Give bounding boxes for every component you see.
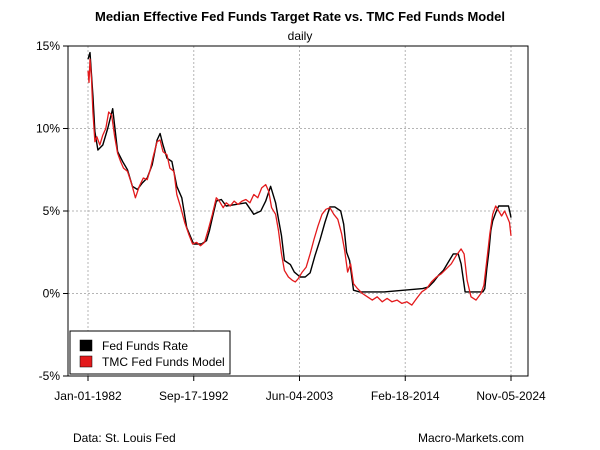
x-tick-label: Nov-05-2024	[476, 389, 546, 403]
legend-label-tmc-fed-funds-model: TMC Fed Funds Model	[102, 355, 225, 369]
series-line-fed-funds-rate	[87, 51, 512, 293]
legend-label-fed-funds-rate: Fed Funds Rate	[102, 339, 188, 353]
grid-lines	[68, 45, 528, 377]
x-tick-label: Jan-01-1982	[54, 389, 122, 403]
x-tick-label: Jun-04-2003	[266, 389, 334, 403]
x-tick-label: Feb-18-2014	[371, 389, 440, 403]
y-tick-label: -5%	[39, 369, 61, 383]
series-line-tmc-fed-funds-model	[87, 58, 512, 306]
chart-title: Median Effective Fed Funds Target Rate v…	[94, 9, 506, 24]
y-tick-label: 15%	[36, 39, 60, 53]
legend-swatch-fed-funds-rate	[79, 339, 93, 352]
data-source-note: Data: St. Louis Fed	[73, 431, 176, 445]
legend: Fed Funds Rate TMC Fed Funds Model	[69, 330, 231, 375]
y-tick-label: 10%	[36, 122, 60, 136]
series-lines	[87, 51, 512, 306]
site-credit: Macro-Markets.com	[418, 431, 525, 445]
y-tick-label: 0%	[43, 287, 61, 301]
y-tick-label: 5%	[43, 204, 61, 218]
chart-subtitle: daily	[287, 29, 313, 43]
legend-box	[69, 330, 231, 375]
axes: 15% 10% 5% 0% -5% Jan-01-1982 Sep-17-1992 Jun-0…	[36, 39, 546, 403]
legend-swatch-tmc-fed-funds-model	[79, 355, 93, 368]
x-tick-label: Sep-17-1992	[159, 389, 229, 403]
